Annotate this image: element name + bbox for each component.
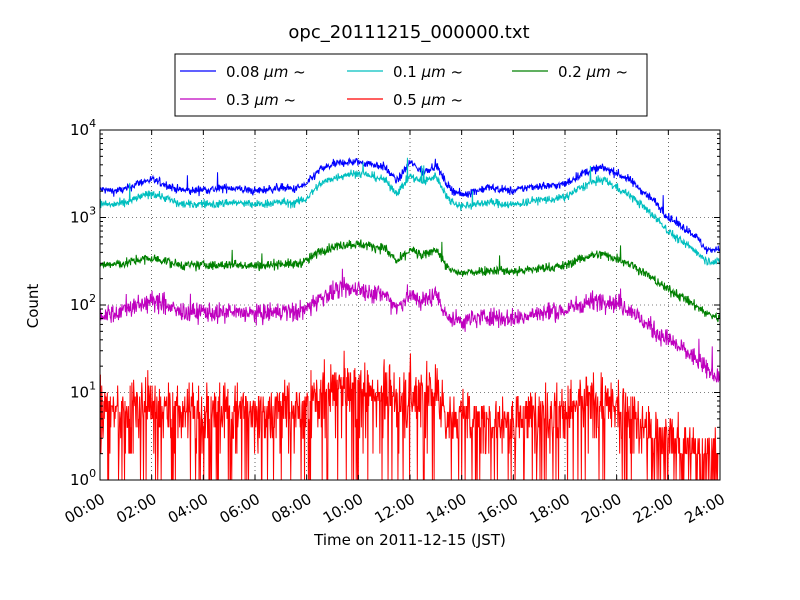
y-tick-label: 104	[70, 117, 96, 139]
series-line	[100, 268, 720, 383]
legend-label: 0.3 μm ~	[226, 91, 296, 109]
series-line	[100, 239, 720, 323]
series-group	[100, 157, 720, 480]
legend-box	[174, 53, 648, 117]
chart-title: opc_20111215_000000.txt	[288, 22, 529, 43]
series-line	[100, 157, 720, 266]
x-axis-label: Time on 2011-12-15 (JST)	[313, 531, 506, 549]
legend-label: 0.2 μm ~	[558, 63, 628, 81]
y-axis-label: Count	[24, 284, 42, 329]
y-tick-label: 103	[70, 205, 96, 227]
legend-label: 0.08 μm ~	[226, 63, 306, 81]
y-tick-label: 102	[70, 292, 96, 314]
legend-label: 0.5 μm ~	[393, 91, 463, 109]
y-tick-label: 100	[70, 467, 96, 489]
legend-label: 0.1 μm ~	[393, 63, 463, 81]
series-line	[100, 157, 720, 255]
series-line	[100, 350, 720, 480]
legend: 0.08 μm ~ 0.1 μm ~ 0.2 μm ~ 0.3 μm ~ 0.5 μm …	[174, 53, 648, 117]
y-tick-label: 101	[70, 380, 96, 402]
